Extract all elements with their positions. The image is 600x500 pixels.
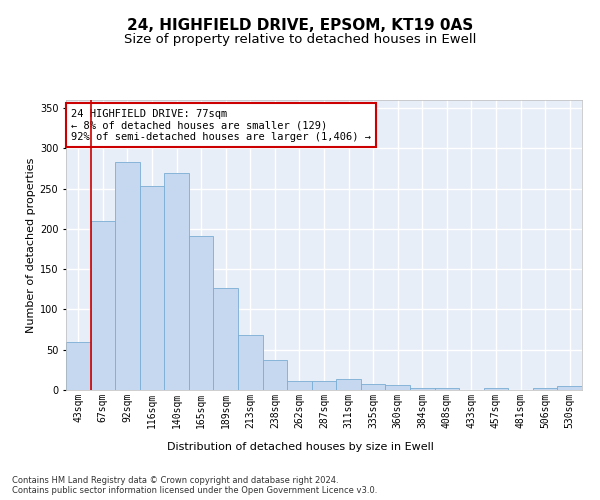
Bar bbox=[140, 186, 164, 390]
Text: Size of property relative to detached houses in Ewell: Size of property relative to detached ho… bbox=[124, 32, 476, 46]
Bar bbox=[312, 381, 336, 390]
Y-axis label: Number of detached properties: Number of detached properties bbox=[26, 158, 35, 332]
Bar bbox=[361, 384, 385, 390]
Text: 24, HIGHFIELD DRIVE, EPSOM, KT19 0AS: 24, HIGHFIELD DRIVE, EPSOM, KT19 0AS bbox=[127, 18, 473, 32]
Bar bbox=[336, 378, 361, 390]
Bar bbox=[115, 162, 140, 390]
Text: 24 HIGHFIELD DRIVE: 77sqm
← 8% of detached houses are smaller (129)
92% of semi-: 24 HIGHFIELD DRIVE: 77sqm ← 8% of detach… bbox=[71, 108, 371, 142]
Bar bbox=[214, 288, 238, 390]
Bar bbox=[533, 388, 557, 390]
Bar bbox=[189, 236, 214, 390]
Bar bbox=[557, 386, 582, 390]
Text: Contains HM Land Registry data © Crown copyright and database right 2024.
Contai: Contains HM Land Registry data © Crown c… bbox=[12, 476, 377, 495]
Bar bbox=[164, 172, 189, 390]
Bar bbox=[66, 342, 91, 390]
Text: Distribution of detached houses by size in Ewell: Distribution of detached houses by size … bbox=[167, 442, 433, 452]
Bar bbox=[484, 388, 508, 390]
Bar bbox=[410, 388, 434, 390]
Bar bbox=[263, 360, 287, 390]
Bar bbox=[287, 381, 312, 390]
Bar bbox=[385, 385, 410, 390]
Bar bbox=[238, 335, 263, 390]
Bar bbox=[434, 388, 459, 390]
Bar bbox=[91, 221, 115, 390]
